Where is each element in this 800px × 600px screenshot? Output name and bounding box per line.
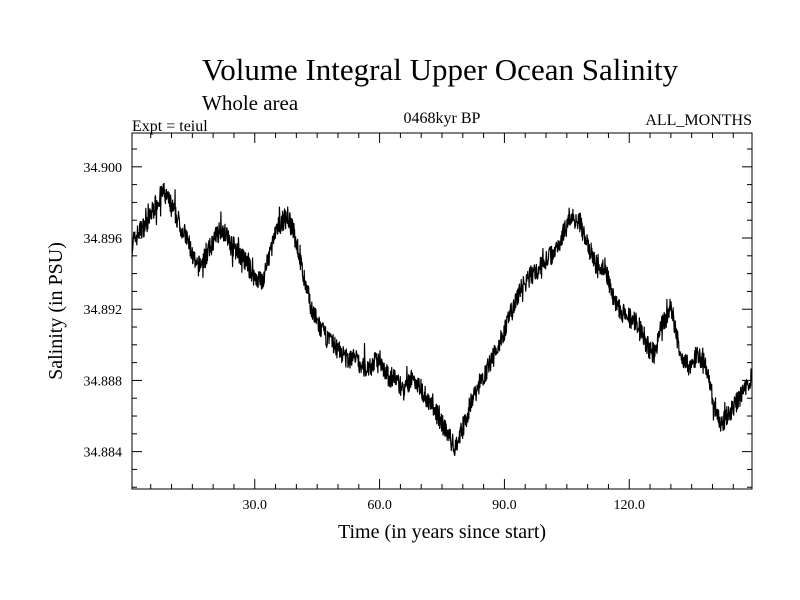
x-tick-label: 90.0 (492, 498, 517, 513)
x-tick-label: 120.0 (613, 498, 645, 513)
y-tick-label: 34.892 (84, 303, 123, 318)
plot-area (131, 182, 753, 457)
x-tick-label: 30.0 (243, 498, 268, 513)
y-tick-label: 34.900 (84, 161, 123, 176)
chart-title: Volume Integral Upper Ocean Salinity (202, 52, 679, 87)
x-axis-label: Time (in years since start) (338, 521, 546, 543)
y-axis: 34.884 34.888 34.892 34.896 34.900 (84, 148, 752, 488)
x-axis: 30.0 60.0 90.0 120.0 (150, 133, 734, 513)
salinity-series-line (131, 182, 753, 457)
chart-subtitle: Whole area (202, 91, 299, 115)
y-tick-label: 34.888 (84, 374, 123, 389)
x-tick-label: 60.0 (367, 498, 392, 513)
y-tick-label: 34.884 (84, 446, 123, 461)
months-label: ALL_MONTHS (645, 112, 752, 129)
period-label: 0468kyr BP (404, 110, 481, 127)
y-axis-label: Salinity (in PSU) (45, 242, 67, 380)
y-tick-label: 34.896 (84, 232, 123, 247)
expt-label: Expt = teiul (132, 118, 208, 135)
